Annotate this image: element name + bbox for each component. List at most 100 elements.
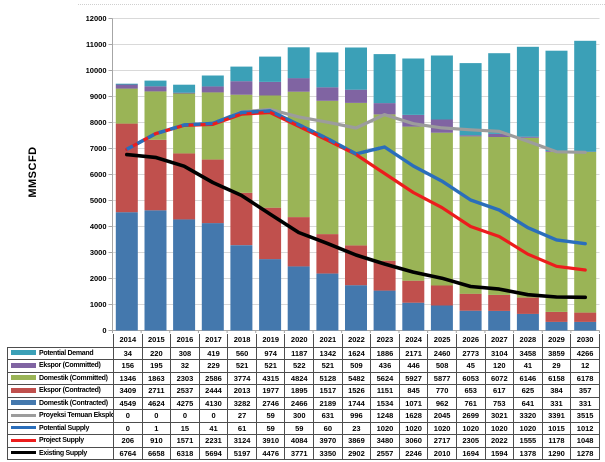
y-tick-label: 3000	[90, 248, 107, 257]
bar-segment-domestik-contracted	[459, 310, 482, 331]
value-cell: 1178	[541, 434, 572, 448]
bar-segment-ekspor-committed	[373, 103, 396, 115]
value-cell: 2171	[398, 346, 429, 360]
value-cell: 5197	[227, 446, 257, 460]
value-cell: 6158	[541, 371, 572, 385]
value-cell: 206	[113, 434, 143, 448]
value-cell: 6072	[484, 371, 515, 385]
value-cell: 61	[227, 421, 257, 435]
y-tick-label: 7000	[90, 144, 107, 153]
value-cell: 1378	[513, 446, 543, 460]
y-tick-label: 12000	[86, 14, 107, 23]
year-header: 2026	[455, 334, 486, 348]
value-cell: 6178	[570, 371, 600, 385]
year-header: 2020	[284, 334, 315, 348]
value-cell: 32	[170, 359, 200, 373]
value-cell: 3124	[227, 434, 257, 448]
value-cell: 3104	[484, 346, 515, 360]
value-cell: 1015	[541, 421, 572, 435]
legend-cell-potential-supply: Potential Supply	[7, 421, 114, 435]
legend-swatch-domestik-committed	[11, 375, 36, 381]
value-cell: 1895	[284, 384, 315, 398]
value-cell: 156	[113, 359, 143, 373]
value-cell: 1886	[370, 346, 400, 360]
value-cell: 1020	[513, 421, 543, 435]
value-cell: 1863	[141, 371, 172, 385]
legend-label: Potential Supply	[39, 424, 90, 432]
value-cell: 3970	[313, 434, 343, 448]
year-header: 2029	[541, 334, 572, 348]
value-cell: 1020	[398, 421, 429, 435]
value-cell: 3391	[541, 409, 572, 423]
bar-segment-ekspor-committed	[287, 78, 310, 92]
value-cell: 1020	[427, 421, 457, 435]
value-cell: 1012	[570, 421, 600, 435]
bar-segment-domestik-committed	[230, 94, 253, 193]
bar-segment-ekspor-contracted	[402, 280, 425, 303]
value-cell: 1342	[313, 346, 343, 360]
value-cell: 3282	[227, 396, 257, 410]
bar-segment-potential-demand	[516, 46, 539, 137]
legend-label: Ekspor (Committed)	[39, 362, 101, 369]
legend-swatch-potential-supply	[11, 426, 36, 430]
bar-segment-potential-demand	[373, 54, 396, 104]
bar-segment-potential-demand	[545, 50, 568, 152]
year-header-row: 2014 2015 2016 2017 2018 2019 2020 2021 2022 2023…	[7, 334, 600, 348]
value-cell: 446	[398, 359, 429, 373]
bar-segment-ekspor-contracted	[115, 123, 138, 213]
legend-swatch-potential-demand	[11, 350, 36, 356]
bar-segment-domestik-contracted	[316, 273, 339, 331]
value-cell: 2305	[455, 434, 486, 448]
value-cell: 15	[170, 421, 200, 435]
bar-segment-ekspor-committed	[402, 115, 425, 127]
value-cell: 1526	[341, 384, 372, 398]
bar-segment-domestik-contracted	[488, 310, 511, 331]
value-cell: 761	[455, 396, 486, 410]
value-cell: 1628	[398, 409, 429, 423]
legend-cell-ekspor-contracted: Ekspor (Contracted)	[7, 384, 114, 398]
legend-swatch-proyeksi-temuan-eksplorasi	[11, 413, 36, 417]
value-cell: 23	[341, 421, 372, 435]
bar-segment-domestik-contracted	[115, 212, 138, 331]
value-cell: 522	[284, 359, 315, 373]
bar-segment-domestik-committed	[373, 114, 396, 261]
bar-segment-potential-demand	[201, 75, 224, 87]
value-cell: 4130	[198, 396, 229, 410]
bar-segment-potential-demand	[345, 47, 367, 90]
bar-segment-ekspor-contracted	[230, 192, 253, 246]
value-cell: 1	[141, 421, 172, 435]
value-cell: 2189	[313, 396, 343, 410]
value-cell: 2010	[427, 446, 457, 460]
value-cell: 1248	[370, 409, 400, 423]
year-header: 2027	[484, 334, 515, 348]
value-cell: 357	[570, 384, 600, 398]
value-cell: 384	[541, 384, 572, 398]
value-cell: 6658	[141, 446, 172, 460]
legend-cell-potential-demand: Potential Demand	[7, 346, 114, 360]
bar-segment-potential-demand	[316, 52, 339, 88]
y-tick-label: 6000	[90, 170, 107, 179]
value-cell: 1624	[341, 346, 372, 360]
value-cell: 1290	[541, 446, 572, 460]
year-header: 2023	[370, 334, 400, 348]
value-cell: 3771	[284, 446, 315, 460]
bar-segment-ekspor-committed	[173, 92, 196, 94]
value-cell: 1020	[484, 421, 515, 435]
legend-cell-existing-supply: Existing Supply	[7, 446, 114, 460]
value-cell: 560	[227, 346, 257, 360]
value-cell: 2045	[427, 409, 457, 423]
bar-segment-domestik-contracted	[144, 210, 167, 331]
value-cell: 5624	[370, 371, 400, 385]
value-cell: 4266	[570, 346, 600, 360]
table-row-potential-demand: Potential Demand 34 220 308 419 560 974 1187 134…	[7, 346, 600, 360]
value-cell: 27	[227, 409, 257, 423]
bar-segment-domestik-committed	[259, 95, 282, 208]
legend-cell-domestik-contracted: Domestik (Contracted)	[7, 396, 114, 410]
value-cell: 1048	[570, 434, 600, 448]
bar-segment-domestik-committed	[488, 137, 511, 295]
table-row-potential-supply: Potential Supply 0 1 15 41 61 59 59 60 23 1020 1020…	[7, 421, 600, 435]
bar-segment-ekspor-contracted	[259, 207, 282, 260]
bar-segment-ekspor-committed	[115, 84, 138, 89]
bar-segment-ekspor-committed	[488, 133, 511, 137]
value-cell: 3409	[113, 384, 143, 398]
